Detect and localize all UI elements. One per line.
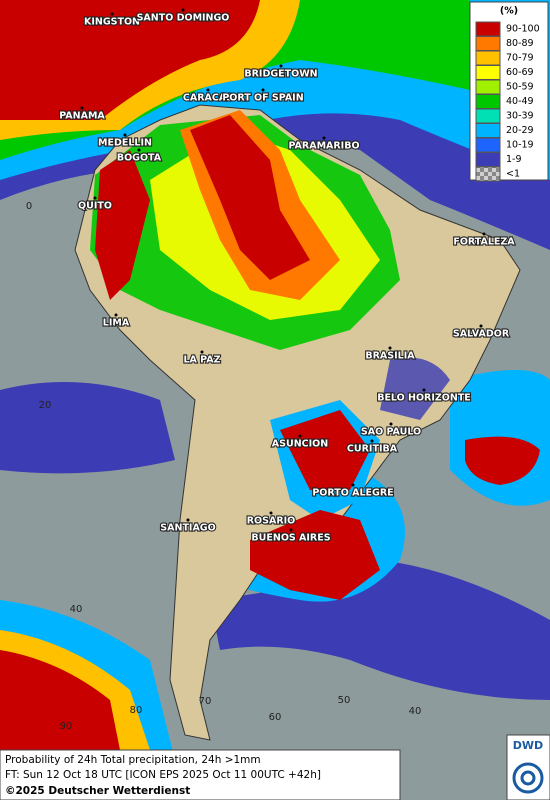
city-dot	[123, 133, 127, 137]
legend-label: <1	[506, 169, 520, 180]
legend-swatch	[475, 65, 501, 80]
city-dot	[110, 12, 114, 16]
city-dot	[200, 350, 204, 354]
city-label: CARACAS	[183, 93, 233, 104]
city-label: BUENOS AIRES	[251, 533, 330, 544]
city-label: FORTALEZA	[453, 237, 515, 248]
city-dot	[422, 388, 426, 392]
legend-swatch	[475, 21, 501, 37]
city-dot	[114, 313, 118, 317]
grid-label: 40	[70, 604, 83, 615]
grid-label: 60	[269, 712, 282, 723]
city-dot	[181, 8, 185, 12]
city-dot	[80, 106, 84, 110]
footer-line: Probability of 24h Total precipitation, …	[5, 754, 261, 766]
city-label: PORTO ALEGRE	[312, 488, 393, 499]
city-label: CURITIBA	[347, 444, 398, 455]
grid-label: 50	[338, 695, 351, 706]
legend-swatch	[475, 50, 501, 66]
city-dot	[479, 324, 483, 328]
city-label: SANTIAGO	[160, 523, 215, 534]
city-dot	[289, 528, 293, 532]
city-dot	[351, 483, 355, 487]
legend-label: 60-69	[506, 67, 534, 78]
logo: DWD	[513, 739, 543, 752]
city-label: BRIDGETOWN	[244, 69, 317, 80]
city-label: SAO PAULO	[361, 427, 421, 438]
city-label: MEDELLIN	[98, 138, 152, 149]
precip-land	[90, 110, 450, 600]
city-label: PANAMA	[59, 111, 105, 122]
city-label: KINGSTON	[84, 17, 140, 28]
legend-label: 40-49	[506, 96, 534, 107]
footer-line: FT: Sun 12 Oct 18 UTC [ICON EPS 2025 Oct…	[5, 769, 321, 781]
city-label: PARAMARIBO	[288, 141, 359, 152]
legend-swatch	[475, 137, 501, 153]
legend-swatch	[475, 123, 501, 138]
city-dot	[269, 511, 273, 515]
legend-label: 1-9	[506, 154, 522, 165]
legend-label: 70-79	[506, 53, 534, 64]
city-dot	[261, 88, 265, 92]
city-dot	[389, 422, 393, 426]
city-dot	[206, 88, 210, 92]
city-label: BELO HORIZONTE	[377, 393, 471, 404]
logo-icon	[512, 762, 544, 794]
city-label: BOGOTA	[117, 153, 162, 164]
grid-label: 90	[60, 721, 73, 732]
legend-label: 90-100	[506, 24, 540, 35]
city-label: BRASILIA	[365, 351, 415, 362]
city-dot	[93, 196, 97, 200]
grid-label: 80	[130, 705, 143, 716]
legend-label: 50-59	[506, 82, 534, 93]
legend-swatch	[475, 79, 501, 95]
city-label: ASUNCION	[272, 439, 328, 450]
city-label: PORT OF SPAIN	[222, 93, 303, 104]
city-dot	[388, 346, 392, 350]
legend-swatch	[475, 94, 501, 109]
city-dot	[186, 518, 190, 522]
legend-label: 20-29	[506, 125, 534, 136]
grid-label: 20	[39, 400, 52, 411]
city-dot	[482, 232, 486, 236]
city-label: QUITO	[78, 201, 112, 212]
city-dot	[370, 439, 374, 443]
city-dot	[279, 64, 283, 68]
legend-label: 30-39	[506, 111, 534, 122]
city-label: SANTO DOMINGO	[137, 13, 230, 24]
footer-line: ©2025 Deutscher Wetterdienst	[5, 785, 190, 797]
grid-label: 40	[409, 706, 422, 717]
city-label: SALVADOR	[453, 329, 510, 340]
legend-swatch	[475, 152, 501, 167]
city-label: LA PAZ	[183, 355, 220, 366]
logo-box	[506, 734, 550, 800]
city-label: LIMA	[103, 318, 130, 329]
legend-title: (%)	[500, 6, 518, 17]
city-label: ROSARIO	[247, 516, 296, 527]
city-dot	[137, 148, 141, 152]
grid-label: 0	[26, 201, 32, 212]
legend-swatch	[475, 166, 501, 182]
city-dot	[322, 136, 326, 140]
grid-label: 70	[199, 696, 212, 707]
legend-swatch	[475, 36, 501, 51]
legend-label: 10-19	[506, 140, 534, 151]
legend-label: 80-89	[506, 38, 534, 49]
footer-box	[0, 749, 401, 800]
legend-swatch	[475, 108, 501, 124]
city-dot	[298, 434, 302, 438]
